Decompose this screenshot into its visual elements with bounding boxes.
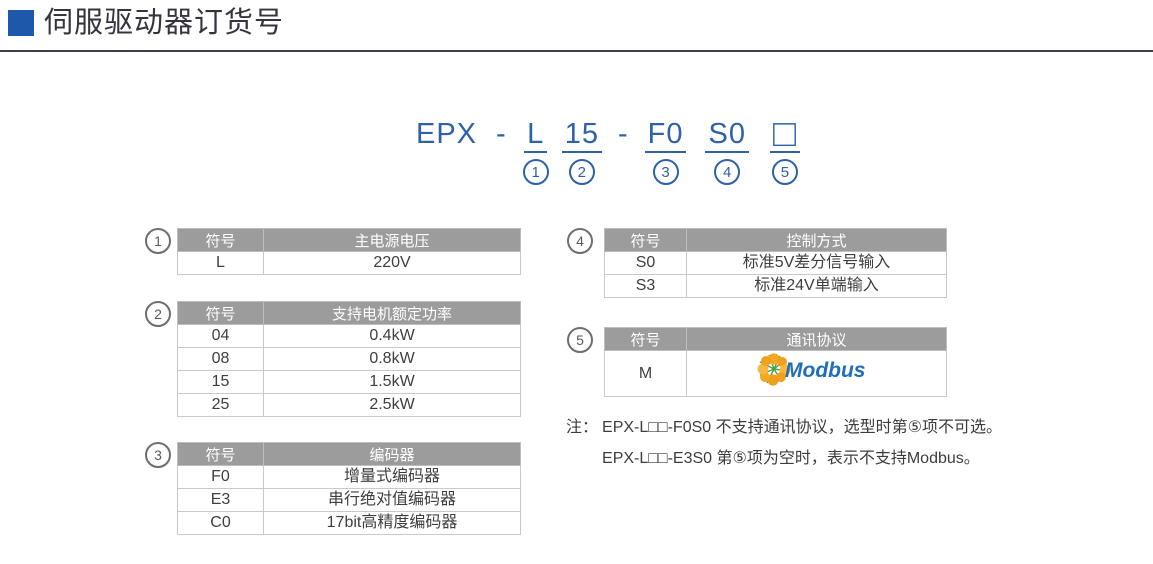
code-text: F0	[644, 119, 687, 153]
circle-digit: 2	[577, 163, 586, 181]
table-cell: S0	[604, 251, 687, 275]
circle-5-badge: 5	[771, 159, 798, 185]
table-row: E3 串行绝对值编码器	[177, 488, 521, 512]
table-number-badge-5: 5	[567, 327, 593, 353]
code-segment-voltage: L 1	[522, 119, 549, 185]
table-row: M	[604, 350, 947, 397]
code-segment-series: EPX	[413, 119, 480, 151]
badge-digit: 2	[154, 306, 162, 322]
table-row: F0 增量式编码器	[177, 465, 521, 489]
table-row: 08 0.8kW	[177, 347, 521, 371]
code-segment-power: 15 2	[561, 119, 602, 185]
table-number-badge-1: 1	[145, 228, 171, 254]
code-text: -	[617, 118, 629, 150]
table-header-encoder: 编码器	[263, 442, 521, 466]
code-segment-control: S0 4	[705, 119, 749, 185]
table-cell: L	[177, 251, 264, 275]
table-header-protocol: 通讯协议	[686, 327, 947, 351]
table-cell: 增量式编码器	[263, 465, 521, 489]
code-text: EPX	[416, 118, 478, 150]
modbus-wordmark: Modbus	[785, 359, 865, 382]
circle-digit: 4	[723, 163, 732, 181]
code-segment-protocol: □ 5	[769, 115, 800, 185]
badge-digit: 1	[154, 233, 162, 249]
modbus-logo-cell: Modbus	[686, 350, 947, 397]
table-cell: 标准5V差分信号输入	[686, 251, 947, 275]
table-header-symbol: 符号	[604, 228, 687, 252]
code-segment-encoder: F0 3	[644, 119, 687, 185]
table-header-voltage: 主电源电压	[263, 228, 521, 252]
table-cell: M	[604, 350, 687, 397]
circle-3-badge: 3	[652, 159, 679, 185]
table-cell: 1.5kW	[263, 370, 521, 394]
note-block: 注： EPX-L□□-F0S0 不支持通讯协议，选型时第⑤项不可选。 EPX-L…	[566, 412, 1002, 474]
encoder-table: 符号 编码器 F0 增量式编码器 E3 串行绝对值编码器 C0 17bit高精度…	[177, 442, 521, 535]
table-row: C0 17bit高精度编码器	[177, 511, 521, 535]
note-line-2: EPX-L□□-E3S0 第⑤项为空时，表示不支持Modbus。	[602, 450, 980, 467]
control-table: 符号 控制方式 S0 标准5V差分信号输入 S3 标准24V单端输入	[604, 228, 947, 298]
table-header-symbol: 符号	[177, 442, 264, 466]
protocol-table: 符号 通讯协议 M	[604, 327, 947, 397]
table-cell: 0.8kW	[263, 347, 521, 371]
table-cell: S3	[604, 274, 687, 298]
note-prefix: 注：	[566, 419, 599, 436]
table-number-badge-4: 4	[567, 228, 593, 254]
table-header-symbol: 符号	[604, 327, 687, 351]
table-cell: F0	[177, 465, 264, 489]
voltage-table: 符号 主电源电压 L 220V	[177, 228, 521, 275]
table-row: 25 2.5kW	[177, 393, 521, 417]
code-segment-hyphen: -	[493, 119, 510, 151]
modbus-flower-icon	[757, 353, 790, 386]
table-header-control: 控制方式	[686, 228, 947, 252]
table-header-power: 支持电机额定功率	[263, 301, 521, 325]
table-number-badge-3: 3	[145, 442, 171, 468]
table-cell: 2.5kW	[263, 393, 521, 417]
power-table: 符号 支持电机额定功率 04 0.4kW 08 0.8kW 15 1.5kW 2…	[177, 301, 521, 417]
table-row: S0 标准5V差分信号输入	[604, 251, 947, 275]
model-code: EPX - L 1 15 2 - F0 3 S0 4 □ 5	[413, 115, 800, 185]
badge-digit: 5	[576, 332, 584, 348]
table-cell: 串行绝对值编码器	[263, 488, 521, 512]
table-cell: 25	[177, 393, 264, 417]
header-rule	[0, 50, 1153, 52]
table-cell: 220V	[263, 251, 521, 275]
table-cell: 04	[177, 324, 264, 348]
note-lines: EPX-L□□-F0S0 不支持通讯协议，选型时第⑤项不可选。 EPX-L□□-…	[602, 412, 1002, 474]
table-cell: 08	[177, 347, 264, 371]
table-row: L 220V	[177, 251, 521, 275]
code-segment-hyphen: -	[615, 119, 632, 151]
table-header-symbol: 符号	[177, 228, 264, 252]
code-text: 15	[561, 119, 602, 153]
badge-digit: 4	[576, 233, 584, 249]
table-cell: 标准24V单端输入	[686, 274, 947, 298]
table-row: S3 标准24V单端输入	[604, 274, 947, 298]
code-text: L	[524, 119, 548, 153]
table-cell: 17bit高精度编码器	[263, 511, 521, 535]
circle-4-badge: 4	[714, 159, 741, 185]
page-title: 伺服驱动器订货号	[44, 7, 285, 39]
circle-1-badge: 1	[522, 159, 549, 185]
note-line-1: EPX-L□□-F0S0 不支持通讯协议，选型时第⑤项不可选。	[602, 419, 1002, 436]
title-accent-square-icon	[8, 10, 34, 36]
circle-digit: 3	[661, 163, 670, 181]
circle-2-badge: 2	[568, 159, 595, 185]
table-cell: 0.4kW	[263, 324, 521, 348]
table-cell: E3	[177, 488, 264, 512]
code-text: -	[496, 118, 507, 150]
table-cell: C0	[177, 511, 264, 535]
code-text: S0	[705, 119, 749, 153]
code-placeholder-box: □	[769, 115, 800, 153]
circle-digit: 5	[780, 163, 790, 181]
table-number-badge-2: 2	[145, 301, 171, 327]
table-row: 04 0.4kW	[177, 324, 521, 348]
circle-digit: 1	[531, 163, 540, 181]
table-header-symbol: 符号	[177, 301, 264, 325]
badge-digit: 3	[154, 447, 162, 463]
modbus-logo: Modbus	[757, 353, 865, 386]
table-cell: 15	[177, 370, 264, 394]
table-row: 15 1.5kW	[177, 370, 521, 394]
